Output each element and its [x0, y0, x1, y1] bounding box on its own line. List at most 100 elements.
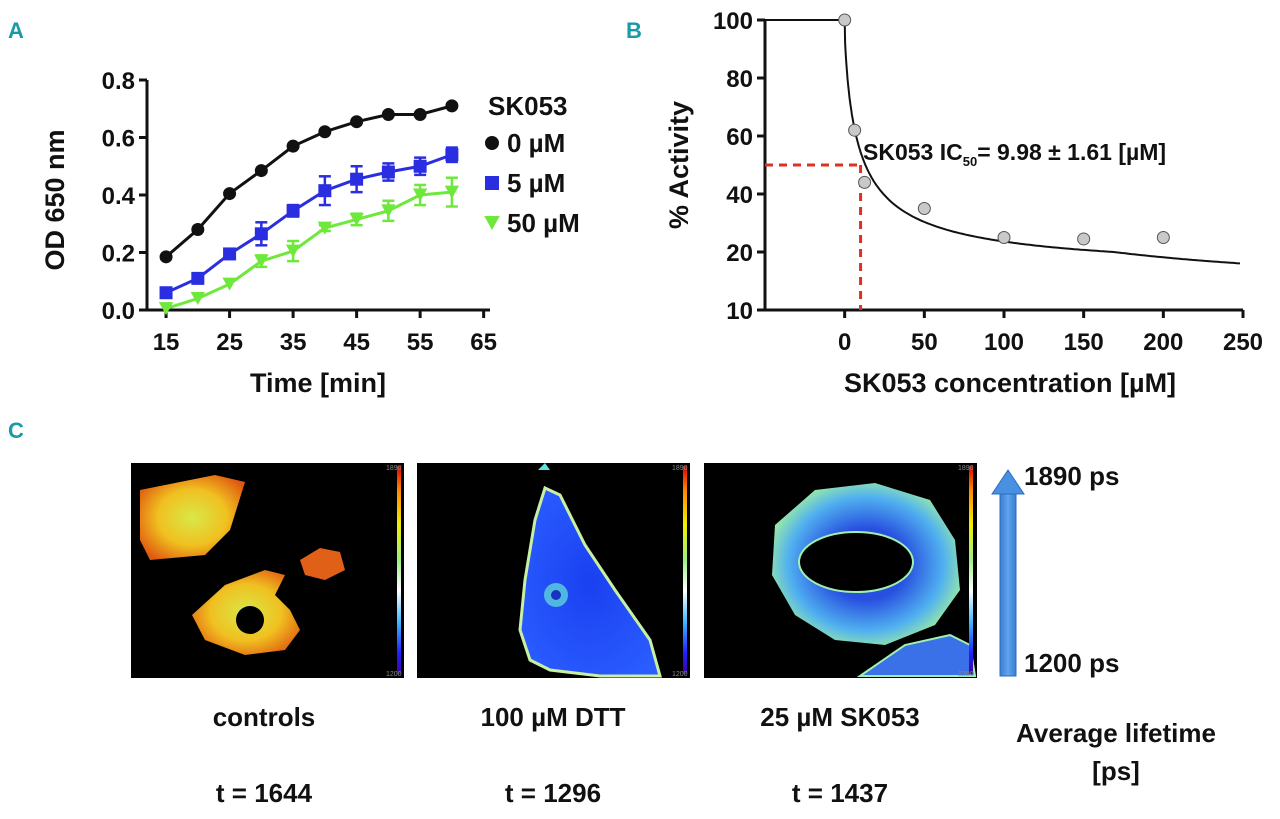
data-point-circle [191, 223, 205, 236]
lifetime-title-line2: [ps] [1092, 756, 1140, 786]
legend-marker-circle [485, 136, 499, 150]
flim-image-controls: 1890 1200 [131, 463, 404, 678]
chart-a: 0.0 0.2 0.4 0.6 0.8 15 25 35 45 55 65 Time [min] O… [40, 68, 580, 398]
ic50-annotation-rest: = 9.98 ± 1.61 [µM] [977, 139, 1166, 165]
y-tick-label: 100 [713, 8, 753, 35]
chart-b-ylabel: % Activity [664, 101, 694, 229]
y-tick-label: 60 [726, 124, 753, 151]
lifetime-title-line1: Average lifetime [1016, 718, 1216, 748]
ic50-annotation-main: SK053 IC [863, 139, 963, 165]
y-tick-label: 0.0 [102, 298, 135, 325]
chart-a-ylabel: OD 650 nm [40, 129, 70, 270]
panel-label-a: A [8, 18, 24, 43]
data-point-circle [254, 164, 268, 178]
x-tick-label: 200 [1143, 329, 1183, 356]
data-point-triangle [317, 221, 333, 235]
data-point-square [191, 271, 205, 285]
data-point-square [318, 184, 332, 198]
chart-a-legend: SK053 0 µM 5 µM 50 µM [484, 91, 580, 238]
data-point-circle [159, 250, 173, 264]
lifetime-scale-top: 1890 ps [1024, 461, 1119, 491]
caption-dtt: 100 µM DTT [480, 702, 625, 732]
data-point [848, 123, 862, 137]
data-point-square [254, 227, 268, 241]
panel-label-b: B [626, 18, 642, 43]
scale-bottom-dtt: 1200 [672, 671, 688, 678]
x-tick-label: 55 [407, 329, 434, 356]
data-point [838, 13, 852, 27]
legend-marker-triangle [484, 216, 500, 230]
legend-label-square: 5 µM [507, 168, 565, 198]
data-point-circle [381, 108, 395, 121]
y-tick-label: 0.4 [102, 183, 136, 210]
data-point-square [350, 172, 364, 186]
chart-a-xlabel: Time [min] [250, 368, 386, 398]
data-point-circle [413, 108, 427, 121]
scale-top-controls: 1890 [386, 465, 402, 472]
y-tick-label: 20 [726, 240, 753, 267]
series-line-circle [165, 104, 453, 258]
caption-sk053: 25 µM SK053 [760, 702, 920, 732]
x-tick-label: 150 [1064, 329, 1104, 356]
y-tick-label: 0.8 [102, 68, 135, 95]
legend-label-circle: 0 µM [507, 128, 565, 158]
y-tick-label: 40 [726, 182, 753, 209]
value-controls: t = 1644 [216, 778, 313, 808]
y-tick-label: 80 [726, 66, 753, 93]
x-tick-label: 65 [470, 329, 497, 356]
data-point-square [445, 148, 459, 162]
data-point-circle [445, 99, 459, 113]
data-point [1156, 231, 1170, 244]
legend-title: SK053 [488, 91, 568, 121]
x-tick-label: 100 [984, 329, 1024, 356]
x-tick-label: 45 [343, 329, 370, 356]
panel-label-c: C [8, 418, 24, 443]
data-point [858, 175, 872, 189]
scale-top-sk053: 1890 [958, 465, 974, 472]
data-point-square [413, 159, 427, 173]
data-point-circle [286, 139, 300, 153]
series-line-triangle [165, 190, 453, 310]
data-point-triangle [285, 244, 301, 258]
data-point-triangle [349, 212, 364, 226]
series-line-square [165, 153, 453, 295]
data-point [1077, 232, 1091, 246]
value-dtt: t = 1296 [505, 778, 601, 808]
caption-controls: controls [213, 702, 316, 732]
ic50-annotation-sub: 50 [963, 154, 977, 169]
legend-marker-square [485, 176, 499, 190]
scale-bottom-sk053: 1200 [958, 671, 974, 678]
data-point-triangle [222, 277, 237, 291]
data-point-square [223, 247, 237, 261]
data-point-triangle [254, 254, 269, 268]
x-tick-label: 15 [153, 329, 180, 356]
x-tick-label: 35 [280, 329, 307, 356]
chart-b-xlabel: SK053 concentration [µM] [844, 368, 1176, 398]
data-point [917, 202, 931, 215]
x-tick-label: 50 [911, 329, 938, 356]
data-point-circle [223, 187, 237, 201]
data-point [997, 231, 1011, 244]
value-sk053: t = 1437 [792, 778, 888, 808]
x-tick-label: 0 [838, 329, 851, 356]
data-point-triangle [444, 185, 460, 199]
data-point-square [286, 204, 300, 218]
data-point-triangle [381, 204, 396, 218]
flim-image-sk053: 1890 1200 [704, 463, 977, 678]
y-tick-label: 0.2 [102, 241, 135, 268]
x-tick-label: 25 [216, 329, 243, 356]
chart-b: 10 20 40 60 80 100 0 50 100 150 200 250 SK053 conce… [664, 8, 1263, 398]
chart-b-axes: 10 20 40 60 80 100 0 50 100 150 200 250 [713, 8, 1263, 356]
ic50-annotation: SK053 IC50= 9.98 ± 1.61 [µM] [863, 139, 1166, 169]
chart-b-plot [765, 13, 1241, 310]
data-point-square [159, 286, 173, 300]
x-tick-label: 250 [1223, 329, 1263, 356]
scale-bottom-controls: 1200 [386, 671, 402, 678]
flim-image-dtt: 1890 1200 [417, 463, 690, 678]
data-point-circle [318, 125, 332, 139]
y-tick-label: 0.6 [102, 126, 135, 153]
data-point-triangle [158, 302, 174, 316]
chart-a-series [158, 99, 460, 316]
data-point-square [381, 165, 395, 179]
